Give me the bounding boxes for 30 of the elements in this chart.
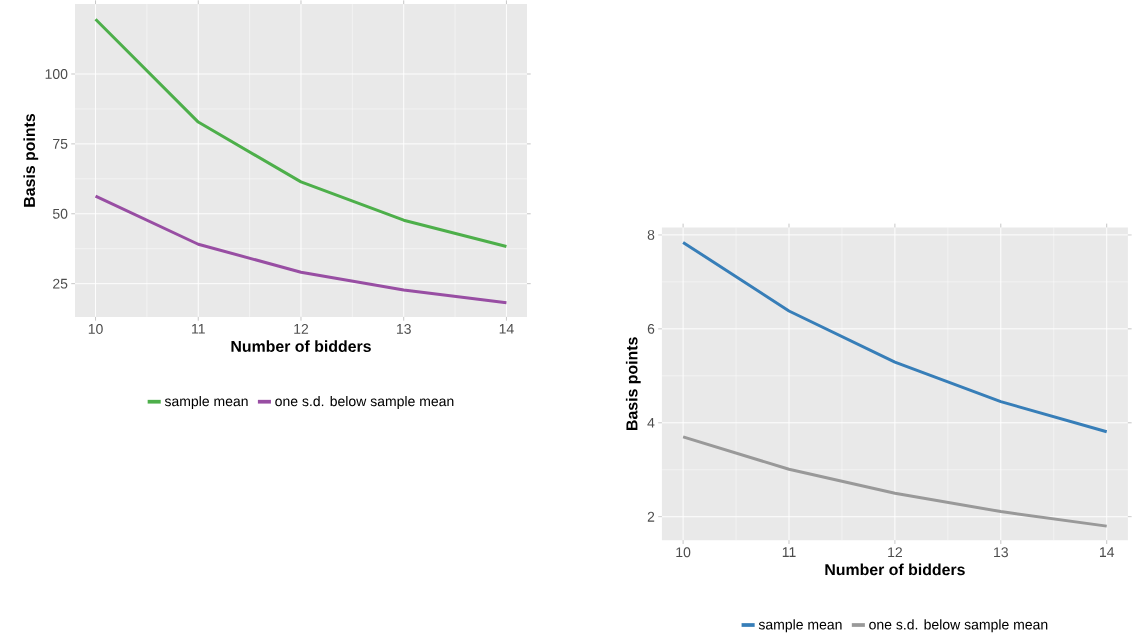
x-tick-label: 10 <box>88 324 103 335</box>
legend-label: sample mean <box>164 396 248 410</box>
x-axis-title: Number of bidders <box>825 563 965 576</box>
x-tick-label: 11 <box>782 547 796 558</box>
y-tick-label: 2 <box>647 512 655 522</box>
x-axis-title: Number of bidders <box>231 340 371 353</box>
line-series <box>681 435 1109 528</box>
y-tick-label: 100 <box>45 69 68 80</box>
line-series <box>681 241 1109 434</box>
y-tick-label: 50 <box>52 209 68 219</box>
y-axis-title: Basis points <box>23 114 39 207</box>
x-tick-label: 12 <box>888 547 902 558</box>
y-axis-title: Basis points <box>625 337 641 431</box>
x-tick-label: 11 <box>192 324 205 334</box>
x-tick-label: 12 <box>294 324 309 334</box>
legend-label: one s.d. below sample mean <box>869 619 1048 633</box>
y-tick-label: 25 <box>53 278 68 289</box>
y-tick-label: 8 <box>647 230 655 241</box>
x-tick-label: 14 <box>1099 547 1115 558</box>
line-series <box>94 194 508 305</box>
legend-label: sample mean <box>758 619 842 633</box>
legend-label: one s.d. below sample mean <box>275 396 454 410</box>
x-tick-label: 14 <box>499 324 514 334</box>
y-tick-label: 6 <box>647 324 655 335</box>
x-tick-label: 10 <box>676 547 691 558</box>
y-tick-label: 4 <box>647 418 655 428</box>
line-series <box>94 17 508 249</box>
x-tick-label: 13 <box>994 547 1008 558</box>
y-tick-label: 75 <box>53 139 68 149</box>
x-tick-label: 13 <box>396 324 411 335</box>
